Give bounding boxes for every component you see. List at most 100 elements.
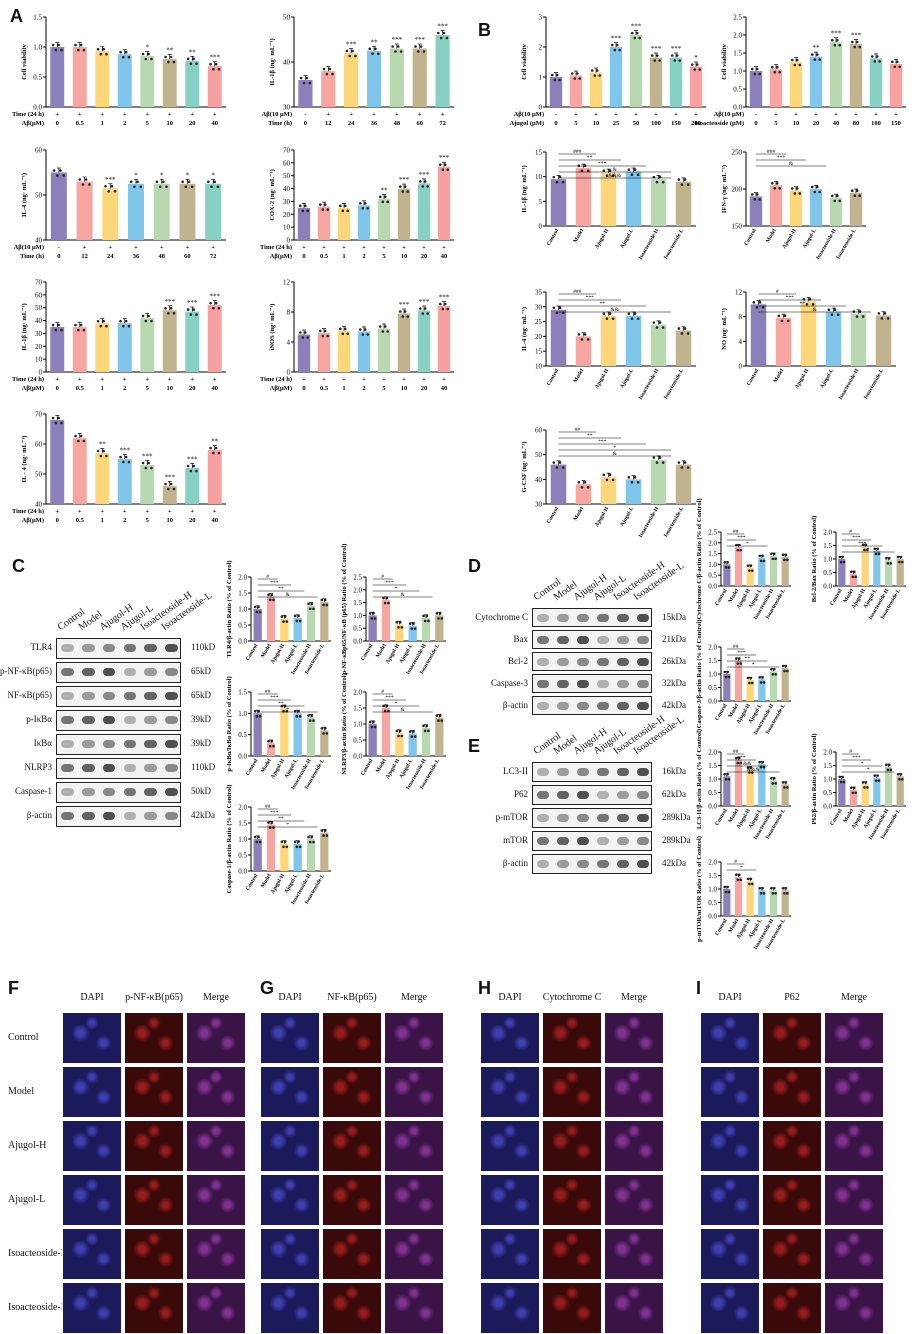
significance-label: *** xyxy=(831,30,842,38)
blot-band xyxy=(637,658,649,666)
blot-strip xyxy=(56,638,181,659)
bar xyxy=(884,766,893,806)
x-tick-label: Isoacteoside-L xyxy=(663,368,685,401)
data-point xyxy=(726,773,729,776)
x-row-value: - xyxy=(755,111,757,118)
bar xyxy=(769,780,778,806)
bar xyxy=(600,476,617,504)
bar xyxy=(723,889,731,916)
data-point xyxy=(748,882,751,886)
data-point xyxy=(749,877,753,881)
blot-protein-label: p-mTOR xyxy=(495,812,528,822)
data-point xyxy=(783,558,786,562)
western-blot-c: Control Model Ajugol-H Ajugol-L Isoacteoside… xyxy=(0,560,220,990)
data-point xyxy=(320,598,324,602)
data-point xyxy=(82,48,86,52)
data-point xyxy=(630,317,634,320)
significance-label: ** xyxy=(99,441,107,449)
x-row-label: Aβ(μM) xyxy=(22,517,44,524)
data-point xyxy=(726,670,729,674)
data-point xyxy=(141,461,145,465)
y-tick-label: 0.5 xyxy=(823,789,832,797)
x-row-value: + xyxy=(874,111,878,118)
data-point xyxy=(164,55,167,59)
data-point xyxy=(893,65,897,69)
bar xyxy=(781,890,789,916)
if-row-label: Model xyxy=(8,1086,35,1097)
if-column-label: Cytochrome C xyxy=(542,992,602,1003)
significance-label: * xyxy=(746,541,749,547)
data-point xyxy=(774,673,777,676)
y-axis-label: p-mTOR/mTOR Ratio (% of Control) xyxy=(696,836,703,942)
y-tick-label: 25 xyxy=(535,318,543,326)
x-row-value: + xyxy=(160,244,164,251)
data-point xyxy=(422,614,425,618)
data-point xyxy=(399,50,403,53)
data-point xyxy=(783,669,786,673)
data-point xyxy=(383,601,387,605)
x-row-value: 0.5 xyxy=(76,517,85,524)
blot-band xyxy=(165,764,178,772)
blot-protein-label: β-actin xyxy=(26,810,52,820)
y-axis-label: IL-1β (ng· mL⁻¹) xyxy=(521,165,528,212)
x-row-value: + xyxy=(674,111,678,118)
data-point xyxy=(885,557,888,560)
data-point xyxy=(580,169,584,173)
bar xyxy=(723,776,731,806)
panel-label-g: G xyxy=(260,978,275,998)
x-row-value: + xyxy=(145,111,149,118)
x-row-value: + xyxy=(834,111,838,118)
data-point xyxy=(753,72,757,76)
x-tick-label: Isoacteoside-H xyxy=(815,227,838,261)
blot-band xyxy=(637,614,649,622)
y-tick-label: 1.0 xyxy=(238,836,247,844)
data-point xyxy=(590,69,594,72)
x-row-value: 24 xyxy=(348,120,355,127)
data-point xyxy=(412,730,415,733)
bar xyxy=(117,323,132,372)
x-row-value: + xyxy=(574,111,578,118)
data-point xyxy=(841,775,844,779)
data-point xyxy=(851,575,855,579)
blot-strip xyxy=(532,696,652,715)
data-point xyxy=(139,185,143,189)
blot-protein-label: mTOR xyxy=(503,835,528,845)
data-point xyxy=(838,43,842,47)
data-point xyxy=(62,174,65,177)
if-image-tile xyxy=(604,1012,664,1064)
bar xyxy=(76,181,93,240)
y-tick-label: 30 xyxy=(35,330,43,338)
if-image-tile xyxy=(480,1282,540,1334)
blot-band xyxy=(123,788,137,796)
data-point xyxy=(783,892,786,895)
data-point xyxy=(306,209,310,213)
data-point xyxy=(268,744,272,748)
data-point xyxy=(652,321,656,324)
data-point xyxy=(723,561,726,564)
data-point xyxy=(363,201,367,205)
data-point xyxy=(186,57,190,61)
data-point xyxy=(577,333,581,336)
data-point xyxy=(338,327,342,331)
blot-band xyxy=(81,740,95,748)
significance-label: *** xyxy=(399,176,410,184)
chart-a3: 40 50 60 IL-4 (ng· mL⁻¹) -0 +12 *** +24 * +36 * +48… xyxy=(14,138,230,266)
x-tick-label: Ajugol-L xyxy=(619,228,635,250)
data-point xyxy=(749,766,753,769)
data-point xyxy=(382,596,385,600)
chart-b1: 0 1 2 3 Cell viability -0 +5 +10 *** +25 *** +50 ***… xyxy=(509,5,710,133)
bar xyxy=(750,304,767,366)
data-point xyxy=(190,185,194,189)
y-axis-label: Cell viability xyxy=(721,43,728,79)
x-row-value: + xyxy=(134,244,138,251)
blot-band xyxy=(557,791,569,799)
y-tick-label: 0.0 xyxy=(708,698,717,706)
data-point xyxy=(630,481,634,484)
significance-label: *** xyxy=(187,299,198,307)
y-axis-label: NLRP3/β-actin Ratio (% of Control) xyxy=(341,673,348,775)
if-image-tile xyxy=(260,1228,320,1280)
x-row-value: + xyxy=(322,376,326,383)
data-point xyxy=(320,727,324,730)
blot-size-label: 42kDa xyxy=(662,858,686,868)
